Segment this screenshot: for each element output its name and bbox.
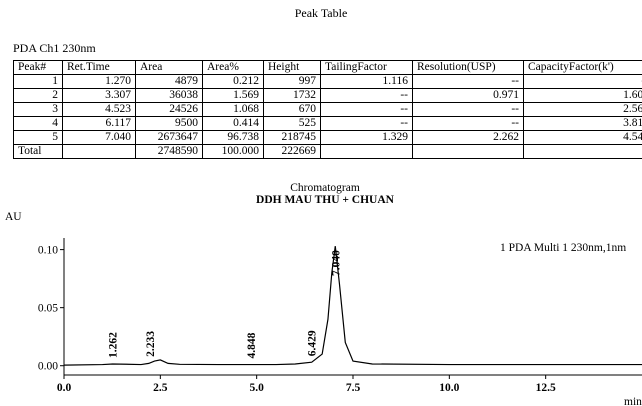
table-cell: 4.547 xyxy=(523,130,642,145)
table-cell: Peak# xyxy=(13,60,63,75)
y-tick-label: 0.10 xyxy=(38,245,58,257)
table-cell: Area% xyxy=(202,60,264,75)
table-cell: 1.270 xyxy=(62,74,136,89)
table-cell: 2.262 xyxy=(412,130,524,145)
table-cell: 997 xyxy=(263,74,321,89)
table-cell: Height xyxy=(263,60,321,75)
table-cell: 1.116 xyxy=(320,74,413,89)
table-cell: -- xyxy=(523,74,642,89)
table-cell xyxy=(412,144,524,159)
table-cell: 222669 xyxy=(263,144,321,159)
table-cell: 3.307 xyxy=(62,88,136,103)
legend-text: 1 PDA Multi 1 230nm,1nm xyxy=(500,242,626,254)
table-cell: 2748590 xyxy=(135,144,203,159)
table-cell: 218745 xyxy=(263,130,321,145)
table-cell: -- xyxy=(412,74,524,89)
y-tick-label: 0.00 xyxy=(38,361,58,373)
table-cell: Resolution(USP) xyxy=(412,60,524,75)
table-cell: -- xyxy=(320,102,413,117)
table-cell: -- xyxy=(412,116,524,131)
peak-label: 7.040 xyxy=(330,250,342,276)
table-cell: 4.523 xyxy=(62,102,136,117)
table-cell: 1.603 xyxy=(523,88,642,103)
table-cell: -- xyxy=(412,102,524,117)
table-cell xyxy=(62,144,136,159)
table-cell: 1732 xyxy=(263,88,321,103)
y-axis-label: AU xyxy=(5,211,22,223)
table-cell: 0.414 xyxy=(202,116,264,131)
peak-label: 6.429 xyxy=(307,330,319,356)
table-row: Total 2748590 100.000 222669 xyxy=(13,144,642,159)
table-cell: 96.738 xyxy=(202,130,264,145)
table-cell: 4879 xyxy=(135,74,203,89)
table-cell: -- xyxy=(320,116,413,131)
table-cell: 670 xyxy=(263,102,321,117)
table-cell: CapacityFactor(k') xyxy=(523,60,642,75)
table-cell: 2673647 xyxy=(135,130,203,145)
table-cell: TailingFactor xyxy=(320,60,413,75)
x-tick-label: 7.5 xyxy=(346,382,361,394)
peak-label: 1.262 xyxy=(108,332,120,358)
table-cell: 24526 xyxy=(135,102,203,117)
chromatogram-trace xyxy=(63,246,642,366)
header-row: Peak# Ret.Time Area Area% Height TailingFacto… xyxy=(13,60,642,75)
table-cell: 2 xyxy=(13,88,63,103)
x-tick-label: 10.0 xyxy=(439,382,459,394)
channel-label: PDA Ch1 230nm xyxy=(13,41,96,55)
page-title: Peak Table xyxy=(294,6,348,20)
table-cell: 9500 xyxy=(135,116,203,131)
table-cell xyxy=(523,144,642,159)
x-tick-label: 0.0 xyxy=(57,382,72,394)
table-cell: 525 xyxy=(263,116,321,131)
x-tick-label: 2.5 xyxy=(153,382,168,394)
table-cell: 7.040 xyxy=(62,130,136,145)
table-cell: 0.212 xyxy=(202,74,264,89)
table-cell: 1.068 xyxy=(202,102,264,117)
table-cell: 6.117 xyxy=(62,116,136,131)
table-cell: Total xyxy=(13,144,63,159)
table-cell: 3 xyxy=(13,102,63,117)
table-cell: 1.569 xyxy=(202,88,264,103)
peak-label: 4.848 xyxy=(246,332,258,358)
peak-label: 2.233 xyxy=(145,331,157,357)
table-cell: Area xyxy=(135,60,203,75)
table-cell: 36038 xyxy=(135,88,203,103)
chart-subtitle: DDH MAU THU + CHUAN xyxy=(256,194,395,206)
x-axis-label: min xyxy=(624,396,642,406)
chart-title: Chromatogram xyxy=(290,182,360,194)
table-cell: 100.000 xyxy=(202,144,264,159)
x-tick-label: 12.5 xyxy=(536,382,556,394)
table-cell: 2.560 xyxy=(523,102,642,117)
table-cell: Ret.Time xyxy=(62,60,136,75)
table-cell: 1.329 xyxy=(320,130,413,145)
table-cell: 3.815 xyxy=(523,116,642,131)
table-cell: 0.971 xyxy=(412,88,524,103)
peak-table: Peak# Ret.Time Area Area% Height TailingFacto… xyxy=(13,60,642,159)
table-cell xyxy=(320,144,413,159)
table-cell: 4 xyxy=(13,116,63,131)
x-tick-label: 5.0 xyxy=(249,382,264,394)
table-cell: 1 xyxy=(13,74,63,89)
table-cell: -- xyxy=(320,88,413,103)
y-tick-label: 0.05 xyxy=(38,303,58,315)
table-cell: 5 xyxy=(13,130,63,145)
chromatogram: Chromatogram DDH MAU THU + CHUAN AU 1 PD… xyxy=(5,182,642,406)
